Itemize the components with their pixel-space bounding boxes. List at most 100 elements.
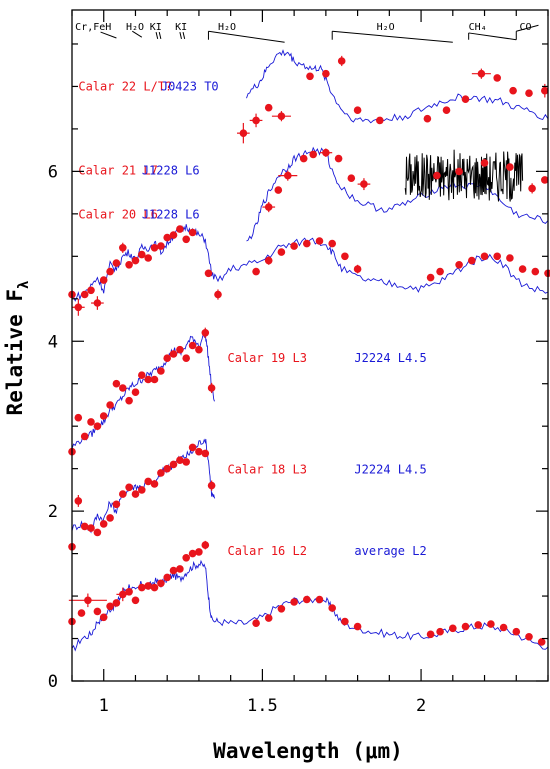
- band-marker: [132, 30, 143, 38]
- data-point: [182, 354, 190, 363]
- plot-frame: [71, 9, 549, 682]
- data-point: [87, 418, 95, 426]
- data-point: [80, 432, 89, 441]
- data-point: [99, 412, 108, 420]
- data-point: [106, 602, 114, 611]
- data-point: [290, 242, 298, 250]
- high-res-trace: [404, 149, 524, 202]
- data-point: [150, 480, 159, 488]
- data-point: [93, 422, 102, 431]
- x-axis-title: Wavelength (μm): [213, 739, 403, 763]
- template-label: J1228 L6: [142, 208, 200, 222]
- data-point: [315, 237, 324, 245]
- data-point: [436, 267, 444, 276]
- data-point: [353, 106, 362, 114]
- data-point: [252, 619, 260, 627]
- x-tick-label: 2: [416, 696, 426, 716]
- data-point: [119, 384, 127, 392]
- template-label: average L2: [354, 544, 426, 558]
- data-point: [303, 595, 311, 604]
- data-point: [277, 605, 286, 613]
- template-spectra: [72, 49, 548, 652]
- data-point: [176, 565, 184, 573]
- data-point: [112, 379, 121, 388]
- data-point: [509, 86, 517, 95]
- object-label: Calar 21 L7: [78, 164, 157, 178]
- data-point: [131, 256, 140, 265]
- data-point: [138, 583, 146, 592]
- data-point: [341, 617, 349, 626]
- data-point: [474, 621, 483, 629]
- data-point: [131, 596, 140, 605]
- data-point: [531, 267, 540, 276]
- object-label: Calar 22 L/T?: [78, 79, 172, 93]
- data-point: [328, 604, 337, 612]
- data-point: [125, 396, 133, 405]
- band-label: Cr,FeH: [75, 22, 111, 33]
- data-point: [125, 588, 133, 596]
- data-point: [112, 500, 121, 509]
- data-point: [195, 345, 203, 354]
- data-point: [303, 239, 311, 248]
- data-point: [423, 114, 432, 123]
- data-point: [188, 443, 197, 452]
- data-point: [201, 449, 210, 458]
- data-point: [144, 375, 152, 384]
- object-labels: Calar 22 L/T?J0423 T0 Calar 21 L7 J1228 L6…: [78, 79, 426, 558]
- data-point: [480, 159, 489, 167]
- data-point: [106, 401, 114, 409]
- data-point: [119, 490, 127, 498]
- data-point: [544, 269, 550, 278]
- template-label: J0423 T0: [161, 79, 219, 93]
- data-point: [176, 345, 184, 354]
- data-point: [125, 483, 133, 492]
- data-point: [376, 116, 384, 125]
- template-label: J2224 L4.5: [354, 351, 426, 365]
- data-point: [125, 261, 133, 269]
- data-point: [480, 252, 489, 261]
- data-point: [525, 633, 533, 641]
- data-point: [106, 514, 114, 522]
- y-axis-title: Relative Fλ: [3, 281, 32, 416]
- data-point: [449, 624, 457, 633]
- template-spectrum-5: [246, 49, 548, 124]
- band-marker: [516, 24, 539, 32]
- data-point: [87, 524, 95, 532]
- template-spectrum-1: [72, 438, 216, 534]
- template-spectrum-3: [72, 224, 548, 302]
- data-point: [195, 548, 203, 556]
- data-point: [322, 69, 330, 78]
- data-point: [334, 154, 343, 163]
- data-point: [182, 458, 190, 466]
- band-marker: [182, 31, 186, 39]
- data-point: [341, 252, 349, 261]
- data-point: [525, 89, 533, 97]
- band-marker: [332, 30, 453, 43]
- data-point: [468, 256, 476, 265]
- data-point: [499, 623, 508, 632]
- data-point: [80, 290, 89, 299]
- data-point: [493, 252, 502, 261]
- observed-photometry: [68, 55, 550, 646]
- data-point: [87, 286, 95, 295]
- y-tick-label: 4: [48, 332, 58, 352]
- data-point: [131, 388, 140, 397]
- data-point: [138, 486, 146, 494]
- y-tick-label: 0: [48, 672, 58, 692]
- data-point: [163, 573, 171, 582]
- template-label: J2224 L4.5: [354, 463, 426, 477]
- band-label: H₂O: [377, 22, 395, 33]
- absorption-bands: Cr,FeH H₂O KI KI H₂O H₂O CH₄ CO: [75, 22, 539, 43]
- data-point: [252, 267, 260, 276]
- data-point: [264, 614, 273, 622]
- band-label: CH₄: [469, 22, 487, 33]
- data-point: [150, 244, 159, 252]
- data-point: [93, 528, 102, 537]
- data-point: [138, 371, 146, 380]
- template-spectrum-0: [72, 559, 548, 652]
- data-point: [176, 225, 184, 233]
- data-point: [512, 627, 521, 636]
- data-point: [144, 477, 152, 486]
- data-point: [274, 186, 283, 194]
